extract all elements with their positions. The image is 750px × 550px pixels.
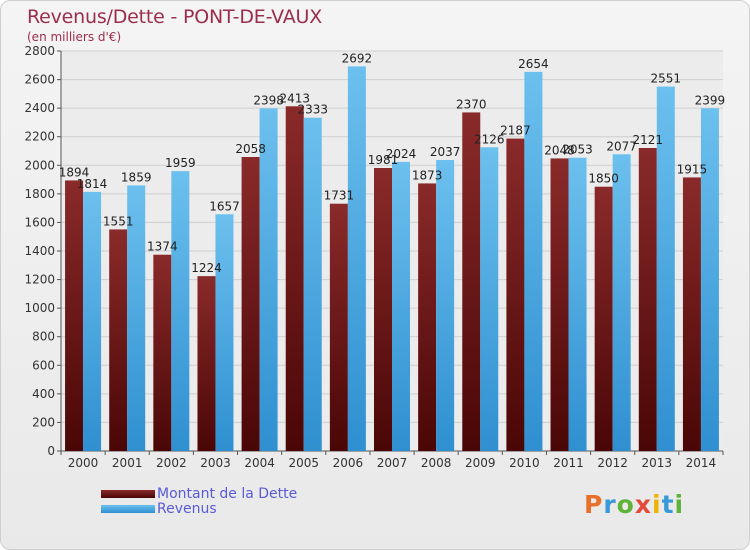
bar-revenus [568, 157, 587, 451]
bar-revenus [612, 154, 631, 452]
data-label-dette: 1915 [677, 162, 708, 176]
y-tick-label: 800 [32, 330, 55, 344]
y-tick-label: 400 [32, 387, 55, 401]
y-tick-label: 1000 [24, 301, 55, 315]
x-tick-label: 2013 [642, 456, 673, 470]
data-label-dette: 2370 [456, 97, 487, 111]
y-tick-label: 1400 [24, 244, 55, 258]
data-label-revenus: 2398 [253, 93, 284, 107]
x-tick-label: 2004 [244, 456, 275, 470]
bar-revenus [436, 160, 455, 451]
data-label-revenus: 1814 [77, 177, 108, 191]
bar-revenus [700, 108, 719, 452]
data-label-revenus: 1859 [121, 170, 152, 184]
y-tick-label: 600 [32, 358, 55, 372]
data-label-revenus: 2053 [562, 143, 593, 157]
y-tick-label: 2400 [24, 101, 55, 115]
y-tick-label: 2800 [24, 44, 55, 58]
x-tick-label: 2014 [686, 456, 717, 470]
data-label-dette: 1224 [191, 261, 222, 275]
data-label-revenus: 2399 [695, 93, 726, 107]
legend-swatch-debt [101, 490, 155, 498]
data-label-revenus: 1959 [165, 156, 196, 170]
data-label-dette: 1731 [324, 189, 355, 203]
bar-revenus [259, 108, 278, 451]
bar-revenus [215, 214, 234, 451]
bar-revenus [480, 147, 499, 452]
data-label-dette: 1873 [412, 168, 443, 182]
bar-dette [65, 180, 84, 451]
bar-dette [285, 106, 304, 452]
bar-dette [462, 112, 481, 451]
bar-revenus [127, 185, 146, 451]
x-tick-label: 2000 [68, 456, 99, 470]
y-tick-label: 200 [32, 415, 55, 429]
legend-label-debt: Montant de la Dette [157, 486, 298, 502]
data-label-dette: 1894 [59, 165, 90, 179]
x-tick-label: 2005 [288, 456, 319, 470]
data-label-dette: 2187 [500, 124, 531, 138]
bar-dette [418, 183, 437, 451]
chart-title: Revenus/Dette - PONT-DE-VAUX [27, 6, 323, 28]
data-label-revenus: 2037 [430, 145, 461, 159]
data-label-dette: 2058 [235, 142, 266, 156]
data-label-dette: 1374 [147, 240, 178, 254]
bar-dette [550, 158, 569, 451]
y-tick-label: 0 [47, 444, 55, 458]
data-label-revenus: 2692 [342, 51, 373, 65]
x-tick-label: 2001 [112, 456, 143, 470]
bar-dette [329, 203, 348, 451]
x-tick-label: 2002 [156, 456, 187, 470]
bar-dette [506, 138, 525, 452]
x-tick-label: 2007 [377, 456, 408, 470]
data-label-revenus: 2024 [386, 147, 417, 161]
bar-dette [682, 177, 701, 451]
bar-dette [374, 168, 392, 451]
y-tick-label: 2200 [24, 130, 55, 144]
bar-revenus [347, 66, 366, 451]
data-label-revenus: 2126 [474, 132, 505, 146]
data-label-revenus: 2551 [651, 72, 682, 86]
data-label-dette: 1850 [588, 172, 619, 186]
y-tick-label: 1600 [24, 215, 55, 229]
data-label-revenus: 1657 [209, 199, 240, 213]
y-tick-label: 1200 [24, 273, 55, 287]
bar-revenus [656, 86, 675, 452]
y-tick-label: 2600 [24, 73, 55, 87]
bar-dette [109, 229, 128, 451]
x-tick-label: 2012 [597, 456, 628, 470]
bar-revenus [392, 161, 410, 451]
data-label-dette: 1551 [103, 214, 134, 228]
bar-revenus [83, 191, 102, 451]
data-label-revenus: 2654 [518, 57, 549, 71]
legend-swatch-revenus [101, 505, 155, 513]
bar-dette [153, 254, 172, 451]
bar-dette [241, 157, 260, 451]
data-label-revenus: 2333 [297, 103, 328, 117]
x-tick-label: 2003 [200, 456, 231, 470]
data-label-dette: 2048 [544, 143, 575, 157]
bar-dette [638, 148, 657, 451]
legend-label-revenus: Revenus [157, 501, 217, 517]
x-tick-label: 2009 [465, 456, 496, 470]
data-label-dette: 2121 [633, 133, 664, 147]
x-tick-label: 2006 [333, 456, 364, 470]
chart-subtitle: (en milliers d'€) [27, 30, 122, 44]
y-tick-label: 1800 [24, 187, 55, 201]
data-label-revenus: 2077 [606, 139, 637, 153]
bar-dette [594, 186, 613, 451]
x-tick-label: 2008 [421, 456, 452, 470]
bar-revenus [524, 71, 543, 451]
data-label-dette: 2413 [279, 91, 310, 105]
data-label-dette: 1981 [368, 153, 399, 167]
bar-dette [197, 276, 216, 451]
y-tick-label: 2000 [24, 158, 55, 172]
bar-revenus [171, 171, 190, 451]
bar-revenus [303, 117, 322, 451]
x-tick-label: 2010 [509, 456, 540, 470]
proxiti-logo: Proxiti [584, 490, 685, 519]
x-tick-label: 2011 [553, 456, 584, 470]
